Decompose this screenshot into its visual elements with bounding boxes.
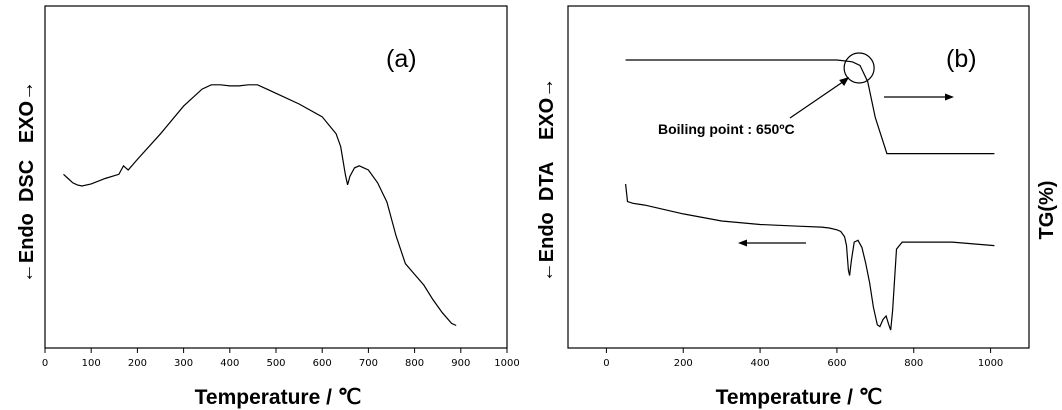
boiling-point-marker	[843, 52, 875, 84]
x-tick-label: 200	[674, 358, 693, 369]
panel-label-a: (a)	[386, 45, 417, 73]
annotation-arrow	[789, 78, 848, 119]
panel-label-b: (b)	[946, 45, 977, 73]
x-tick-label: 400	[751, 358, 770, 369]
dsc-curve	[63, 84, 457, 327]
x-tick-label: 200	[128, 358, 147, 369]
y-axis-label-b: ←Endo DTA EXO→	[536, 78, 558, 282]
tg-curve	[625, 59, 995, 155]
x-tick-label: 300	[174, 358, 193, 369]
x-tick-label: 1000	[978, 358, 1003, 369]
y-axis-label-right-b: TG(%)	[1036, 181, 1058, 240]
x-axis-b: 0 200 400 600 800 1000	[603, 348, 1003, 369]
dta-axis-arrowhead	[738, 239, 747, 247]
x-tick-label: 0	[42, 358, 48, 369]
x-tick-label: 800	[904, 358, 923, 369]
x-tick-label: 900	[451, 358, 470, 369]
plot-frame-b	[567, 5, 1030, 349]
dta-curve	[625, 183, 995, 331]
y-axis-label-a: ←Endo DSC EXO→	[16, 81, 38, 283]
x-tick-label: 800	[405, 358, 424, 369]
x-tick-label: 600	[827, 358, 846, 369]
x-axis-label-b: Temperature / ℃	[716, 386, 883, 409]
boiling-point-annotation: Boiling point : 650ºC	[658, 121, 795, 137]
x-tick-label: 600	[313, 358, 332, 369]
x-tick-label: 700	[359, 358, 378, 369]
panel-b: 0 200 400 600 800 1000 Boiling point : 650ºC …	[536, 5, 1058, 409]
x-axis-a: 0 100 200 300 400 500 600 700 800 900 1000	[42, 348, 520, 369]
annotation-arrowhead	[839, 77, 850, 86]
panel-a: 0 100 200 300 400 500 600 700 800 900 1000 (a) Tem…	[16, 5, 520, 409]
x-axis-label-a: Temperature / ℃	[195, 386, 362, 409]
x-tick-label: 0	[603, 358, 609, 369]
x-tick-label: 400	[220, 358, 239, 369]
x-tick-label: 500	[266, 358, 285, 369]
x-tick-label: 100	[82, 358, 101, 369]
plot-frame-a	[44, 5, 508, 349]
tg-axis-arrowhead	[945, 93, 954, 101]
x-tick-label: 1000	[494, 358, 519, 369]
